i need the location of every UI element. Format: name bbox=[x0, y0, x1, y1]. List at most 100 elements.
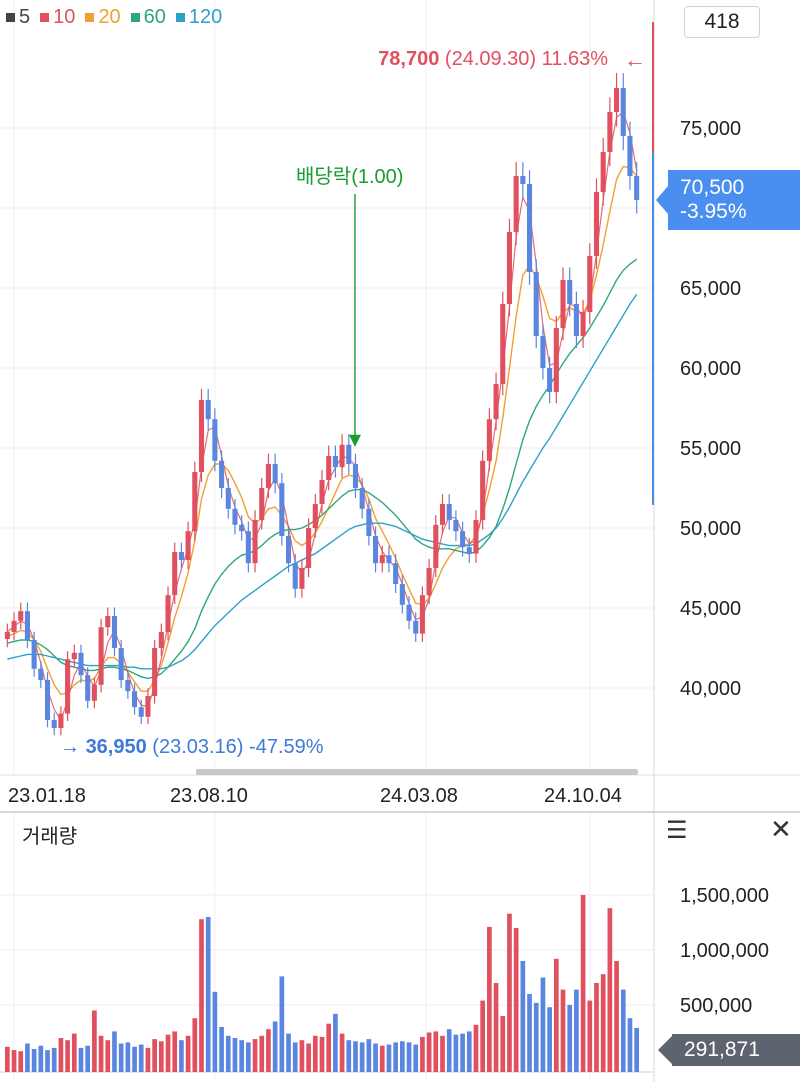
arrow-left-icon: ← bbox=[624, 47, 646, 72]
volume-bars bbox=[5, 895, 639, 1072]
candle-body bbox=[38, 668, 44, 680]
high-date: (24.09.30) bbox=[444, 48, 537, 70]
candle-body bbox=[520, 176, 526, 184]
volume-bar bbox=[634, 1027, 639, 1072]
volume-bar bbox=[38, 1045, 44, 1072]
volume-bar bbox=[132, 1046, 137, 1072]
candle-body bbox=[533, 272, 539, 336]
low-annotation: → 36,950 (23.03.16) -47.59% bbox=[60, 736, 324, 759]
volume-bar bbox=[205, 917, 211, 1072]
legend-label: 20 bbox=[98, 6, 121, 28]
volume-bar bbox=[266, 1029, 271, 1072]
legend-item[interactable]: 5 bbox=[6, 6, 30, 29]
price-tick-label: 60,000 bbox=[680, 358, 741, 380]
menu-icon[interactable]: ☰ bbox=[666, 817, 688, 844]
candle-body bbox=[379, 555, 385, 564]
time-tick-label: 23.08.10 bbox=[170, 785, 248, 807]
candle-body bbox=[426, 568, 432, 596]
volume-bar bbox=[192, 1018, 198, 1072]
volume-bar bbox=[560, 989, 566, 1072]
legend-swatch bbox=[6, 13, 15, 22]
candle-body bbox=[172, 552, 178, 596]
price-grid bbox=[0, 0, 654, 775]
candle-body bbox=[373, 536, 379, 564]
candle-body bbox=[493, 384, 499, 420]
volume-bar bbox=[540, 977, 546, 1072]
candle-body bbox=[185, 531, 191, 560]
candle-body bbox=[419, 595, 425, 634]
candle-body bbox=[406, 604, 412, 621]
volume-bar bbox=[480, 1000, 486, 1072]
legend-swatch bbox=[130, 13, 140, 22]
legend-item[interactable]: 60 bbox=[130, 6, 166, 29]
volume-bar bbox=[158, 1041, 164, 1072]
candle-body bbox=[158, 632, 164, 648]
volume-bar bbox=[507, 913, 512, 1072]
candle-body bbox=[627, 136, 633, 176]
price-tick-label: 75,000 bbox=[680, 118, 741, 140]
candle-body bbox=[580, 312, 586, 336]
volume-bar bbox=[185, 1035, 191, 1072]
volume-bar bbox=[138, 1044, 144, 1072]
volume-bar bbox=[98, 1035, 104, 1072]
count-input[interactable]: 418 bbox=[684, 6, 760, 38]
volume-bar bbox=[212, 991, 218, 1072]
candle-body bbox=[573, 304, 579, 336]
candle-body bbox=[466, 547, 472, 554]
dividend-marker bbox=[349, 434, 361, 447]
volume-bar bbox=[118, 1043, 124, 1072]
candle-body bbox=[18, 611, 24, 621]
volume-bar bbox=[172, 1031, 178, 1072]
volume-bar bbox=[85, 1045, 91, 1072]
candle-body bbox=[366, 508, 372, 536]
volume-bar bbox=[252, 1039, 258, 1072]
candle-body bbox=[259, 488, 265, 520]
legend-item[interactable]: 120 bbox=[175, 6, 222, 29]
candle-body bbox=[44, 680, 51, 720]
candle-body bbox=[11, 620, 17, 632]
volume-bar bbox=[440, 1035, 445, 1072]
volume-bar bbox=[627, 1018, 633, 1072]
candle-body bbox=[71, 652, 77, 660]
legend-swatch bbox=[175, 13, 185, 22]
candle-body bbox=[620, 88, 626, 136]
volume-bar bbox=[339, 1033, 345, 1072]
legend-item[interactable]: 10 bbox=[40, 6, 75, 29]
volume-bar bbox=[199, 919, 204, 1072]
volume-bar bbox=[587, 1000, 593, 1072]
volume-bar bbox=[292, 1042, 298, 1072]
volume-bar bbox=[326, 1023, 332, 1072]
volume-bar bbox=[225, 1035, 231, 1072]
legend-swatch bbox=[85, 13, 95, 22]
volume-bar bbox=[125, 1042, 131, 1072]
price-tick-label: 45,000 bbox=[680, 598, 741, 620]
candle-body bbox=[24, 611, 30, 640]
volume-bar bbox=[574, 989, 579, 1072]
scroll-bar bbox=[196, 769, 638, 775]
time-tick-label: 23.01.18 bbox=[8, 785, 86, 807]
ma-line-ma60 bbox=[7, 258, 638, 680]
close-icon[interactable]: ✕ bbox=[770, 814, 792, 844]
volume-bar bbox=[553, 958, 559, 1072]
time-tick-label: 24.03.08 bbox=[380, 785, 458, 807]
volume-bar bbox=[547, 1007, 552, 1072]
candle-body bbox=[152, 648, 158, 696]
volume-bar bbox=[487, 926, 492, 1072]
current-price-pointer bbox=[656, 186, 668, 214]
legend-label: 5 bbox=[19, 6, 31, 28]
volume-bar bbox=[145, 1047, 151, 1072]
candle-body bbox=[339, 444, 345, 468]
volume-bar bbox=[473, 1024, 479, 1072]
volume-bar bbox=[359, 1042, 365, 1072]
high-annotation: 78,700 (24.09.30) 11.63% bbox=[378, 48, 608, 71]
candle-body bbox=[332, 456, 338, 468]
candle-body bbox=[78, 652, 84, 676]
candle-body bbox=[138, 707, 144, 717]
volume-tick-label: 500,000 bbox=[680, 995, 752, 1017]
legend-item[interactable]: 20 bbox=[85, 6, 121, 29]
volume-bar bbox=[319, 1036, 325, 1072]
candle-body bbox=[299, 568, 305, 589]
volume-bar bbox=[25, 1043, 30, 1072]
candle-body bbox=[547, 368, 553, 392]
candle-body bbox=[272, 464, 278, 484]
